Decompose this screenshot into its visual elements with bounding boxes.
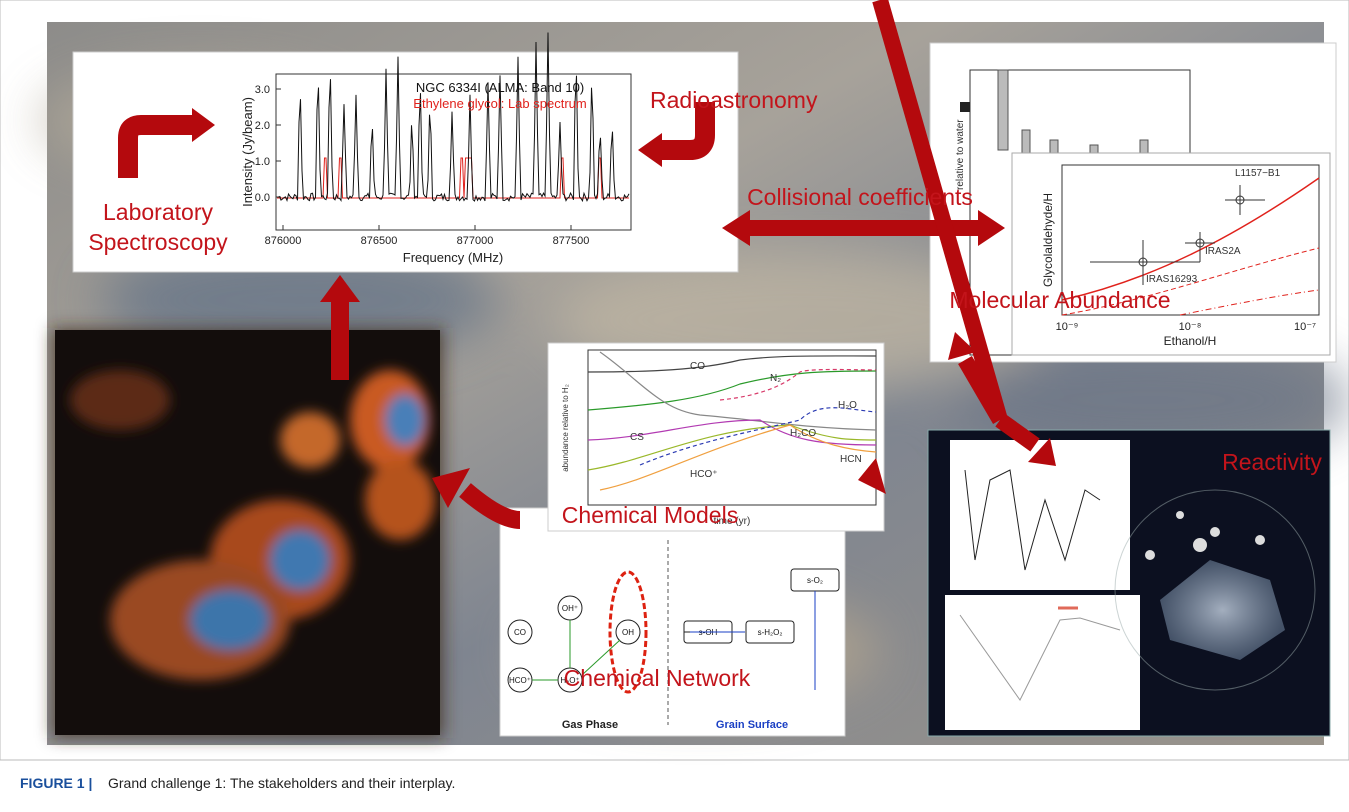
y-tick-label: 2.0 <box>255 120 270 132</box>
network-node-label: CO <box>514 628 526 637</box>
inset-y-title: Glycolaldehyde/H <box>1041 193 1055 287</box>
x-tick-label: 876000 <box>265 235 302 247</box>
x-axis-title: Frequency (MHz) <box>403 250 503 265</box>
grain-surface-label: Grain Surface <box>716 719 788 731</box>
x-tick-label: 876500 <box>361 235 398 247</box>
abundance-marker <box>960 102 970 112</box>
network-node-label: s-O₂ <box>807 576 823 585</box>
network-node-label: s-H₂O₂ <box>758 628 783 637</box>
isomer-diagram <box>945 595 1140 730</box>
species-label: HCN <box>840 454 862 465</box>
inset-x-tick: 10⁻⁸ <box>1179 321 1202 333</box>
models-label: Chemical Models <box>562 502 738 528</box>
y-tick-label: 1.0 <box>255 156 270 168</box>
y-tick-label: 3.0 <box>255 84 270 96</box>
models-y-title: abundance relative to H₂ <box>561 384 570 472</box>
species-label: HCO⁺ <box>690 469 718 480</box>
x-tick-label: 877500 <box>553 235 590 247</box>
lab-label: Spectroscopy <box>88 229 228 255</box>
y-tick-label: 0.0 <box>255 192 270 204</box>
figure-page: NGC 6334I (ALMA: Band 10) Ethylene glyco… <box>0 0 1349 812</box>
caption-label: FIGURE 1 | <box>20 775 92 791</box>
reactivity-label: Reactivity <box>1222 449 1322 475</box>
gas-phase-label: Gas Phase <box>562 719 618 731</box>
collisional-label: Collisional coefficients <box>747 184 973 210</box>
inset-x-tick: 10⁻⁷ <box>1294 321 1316 333</box>
source-label: NGC 6334I (ALMA: Band 10) <box>416 80 584 95</box>
species-label: H₂CO <box>790 428 816 439</box>
radio-label: Radioastronomy <box>650 87 818 113</box>
source-name: IRAS16293 <box>1146 274 1198 285</box>
network-node-label: OH <box>622 628 634 637</box>
species-label: H₂O <box>838 400 857 411</box>
lab-label: Ethylene glycol: Lab spectrum <box>413 96 586 111</box>
source-name: IRAS2A <box>1205 246 1241 257</box>
lab-label: Laboratory <box>103 199 213 225</box>
top-y-label: relative to water <box>955 119 966 190</box>
inset-x-title: Ethanol/H <box>1164 334 1217 348</box>
caption-text: Grand challenge 1: The stakeholders and … <box>108 775 455 791</box>
network-node-label: HCO⁺ <box>509 676 531 685</box>
source-name: L1157−B1 <box>1235 168 1281 179</box>
y-axis-title: Intensity (Jy/beam) <box>240 97 255 207</box>
inset-x-tick: 10⁻⁹ <box>1056 321 1079 333</box>
network-label: Chemical Network <box>564 665 751 691</box>
abundance-label: Molecular Abundance <box>949 287 1170 313</box>
species-label: CS <box>630 432 644 443</box>
species-label: CO <box>690 361 705 372</box>
x-tick-label: 877000 <box>457 235 494 247</box>
figure: NGC 6334I (ALMA: Band 10) Ethylene glyco… <box>0 0 1349 812</box>
network-node-label: OH⁺ <box>562 604 578 613</box>
species-label: N₂ <box>770 373 781 384</box>
